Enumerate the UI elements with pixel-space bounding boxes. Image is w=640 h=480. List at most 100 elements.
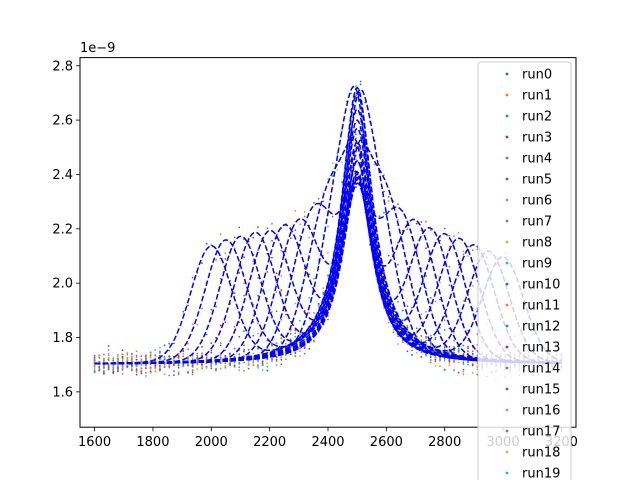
- data-point: [457, 274, 460, 277]
- data-point: [140, 359, 143, 362]
- legend-label-run16: run16: [522, 404, 560, 419]
- data-point: [224, 258, 227, 260]
- legend-marker-run18: [505, 450, 509, 454]
- data-point: [429, 344, 432, 347]
- data-point: [299, 235, 301, 237]
- data-point: [397, 300, 399, 303]
- data-point: [177, 364, 180, 367]
- x-tick-label: 1600: [78, 435, 111, 450]
- y-tick-label: 2.8: [52, 59, 73, 74]
- data-point: [439, 327, 441, 329]
- data-point: [191, 355, 194, 358]
- data-point: [341, 161, 343, 164]
- data-point: [154, 370, 157, 373]
- data-point: [93, 356, 96, 359]
- data-point: [317, 263, 320, 265]
- data-point: [159, 350, 161, 353]
- data-point: [168, 366, 171, 369]
- data-point: [336, 169, 339, 171]
- data-point: [420, 356, 423, 359]
- data-point: [210, 362, 213, 365]
- data-point: [285, 354, 287, 356]
- data-point: [131, 365, 133, 368]
- data-point: [140, 364, 143, 366]
- data-point: [191, 323, 194, 326]
- data-point: [322, 287, 325, 290]
- data-point: [219, 324, 222, 327]
- data-point: [434, 360, 437, 363]
- data-point: [275, 291, 278, 293]
- data-point: [294, 351, 297, 354]
- data-point: [187, 358, 189, 360]
- data-point: [98, 354, 101, 357]
- data-point: [98, 357, 101, 359]
- data-point: [219, 354, 222, 357]
- data-point: [224, 252, 227, 255]
- data-point: [275, 358, 278, 361]
- data-point: [285, 294, 287, 297]
- data-point: [131, 364, 133, 367]
- legend-label-run14: run14: [522, 362, 560, 377]
- data-point: [275, 364, 278, 366]
- data-point: [135, 370, 138, 372]
- data-point: [107, 345, 110, 347]
- data-point: [112, 370, 115, 373]
- legend-label-run1: run1: [522, 89, 552, 104]
- data-point: [266, 358, 269, 360]
- data-point: [173, 342, 175, 345]
- data-point: [210, 349, 213, 352]
- data-point: [135, 371, 138, 374]
- data-point: [196, 323, 199, 326]
- legend-marker-run0: [505, 72, 509, 76]
- y-tick-label: 1.8: [52, 331, 73, 346]
- data-point: [257, 249, 259, 252]
- data-point: [462, 368, 465, 371]
- data-point: [93, 360, 96, 363]
- data-point: [448, 364, 451, 367]
- legend-label-run5: run5: [522, 173, 552, 188]
- data-point: [429, 229, 432, 232]
- data-point: [191, 369, 194, 372]
- data-point: [173, 364, 175, 367]
- data-point: [359, 80, 362, 83]
- data-point: [443, 346, 446, 349]
- data-point: [280, 249, 283, 252]
- data-point: [210, 308, 213, 311]
- data-point: [434, 300, 437, 303]
- data-point: [313, 339, 315, 342]
- data-point: [392, 329, 395, 331]
- data-point: [439, 365, 441, 368]
- data-point: [462, 370, 465, 373]
- data-point: [233, 364, 236, 367]
- data-point: [429, 359, 432, 361]
- data-point: [453, 361, 455, 363]
- data-point: [294, 302, 297, 305]
- data-point: [131, 355, 133, 358]
- fit-line-run9: [94, 85, 562, 365]
- data-point: [271, 343, 273, 346]
- data-point: [448, 360, 451, 363]
- data-point: [233, 292, 236, 294]
- legend-label-run11: run11: [522, 299, 560, 314]
- data-point: [117, 368, 119, 371]
- data-point: [126, 352, 129, 354]
- data-point: [406, 228, 409, 231]
- data-point: [308, 297, 311, 299]
- legend-marker-run5: [505, 177, 509, 181]
- data-point: [299, 355, 301, 357]
- data-point: [252, 260, 255, 263]
- data-point: [219, 361, 222, 364]
- data-point: [117, 353, 119, 356]
- data-point: [182, 350, 185, 353]
- data-point: [411, 353, 413, 356]
- data-point: [355, 94, 357, 96]
- data-point: [98, 367, 101, 369]
- data-point: [140, 361, 143, 364]
- data-point: [420, 339, 423, 342]
- data-point: [266, 369, 269, 372]
- data-point: [429, 342, 432, 345]
- data-point: [303, 215, 306, 218]
- data-point: [425, 354, 427, 357]
- data-point: [425, 275, 427, 277]
